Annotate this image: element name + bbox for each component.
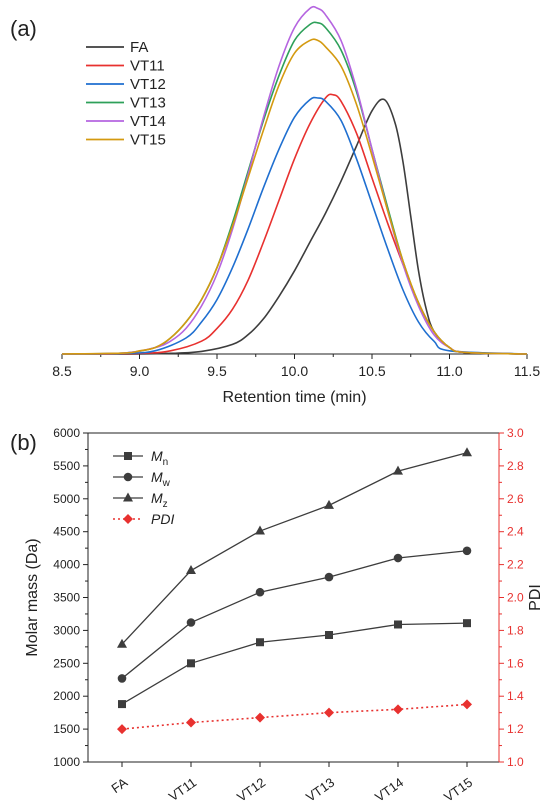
legend-label-vt13: VT13 [130, 95, 166, 112]
series-line-vt15 [61, 38, 528, 355]
legend-label-fa: FA [130, 39, 148, 56]
data-point-m-w [186, 618, 196, 627]
x-tick-label: 11.5 [514, 363, 540, 379]
y-axis-title: Molar mass (Da) [24, 538, 41, 656]
y2-axis-title: PDI [527, 584, 544, 611]
x-tick-label: VT13 [303, 775, 337, 803]
y-tick-label: 4000 [53, 558, 80, 572]
panel-label-b: (b) [10, 430, 37, 455]
molar-mass-chart: 1000 1500 2000 2500 3000 3500 4000 4500 5000 5500… [24, 426, 544, 803]
y2-tick-label: 1.6 [507, 656, 524, 670]
x-tick-label: VT15 [441, 775, 475, 803]
x-tick-label: 8.5 [52, 363, 72, 379]
y2-tick-label: 2.2 [507, 558, 524, 572]
legend-marker-m-n [124, 452, 132, 460]
y-tick-label: 5000 [53, 492, 80, 506]
x-tick-label: 10.5 [358, 363, 385, 379]
data-point-m-n [187, 659, 195, 668]
data-point-m-w [393, 553, 403, 563]
legend-marker-pdi [123, 514, 133, 524]
legend-label-vt14: VT14 [130, 113, 166, 130]
data-point-pdi [117, 724, 127, 735]
x-tick-label: VT11 [166, 775, 199, 803]
data-point-m-z [324, 499, 334, 509]
data-point-m-w [324, 572, 334, 582]
legend-label-main: PDI [151, 511, 174, 527]
data-point-m-n [118, 700, 126, 709]
data-point-pdi [462, 699, 472, 710]
x-axis-title: Retention time (min) [222, 389, 366, 406]
y2-tick-label: 2.0 [507, 591, 524, 605]
data-point-pdi [186, 717, 196, 728]
data-point-m-z [117, 638, 127, 648]
y2-tick-label: 1.8 [507, 623, 524, 637]
y-tick-label: 2000 [53, 689, 80, 703]
y-tick-label: 1000 [53, 755, 80, 769]
y2-tick-label: 1.0 [507, 755, 524, 769]
x-tick-label: 9.5 [207, 363, 227, 379]
series-line-m-w [121, 550, 468, 679]
y2-tick-label: 3.0 [507, 426, 524, 440]
legend-label-subscript: w [162, 478, 171, 489]
legend-label-m-w: Mw [151, 469, 171, 489]
data-point-m-z [255, 525, 265, 535]
series-line-pdi [121, 703, 468, 730]
chromatogram-chart: 8.5 9.0 9.5 10.0 10.5 11.0 11.5 Retention time … [52, 5, 540, 406]
data-point-m-n [256, 638, 264, 647]
y-tick-label: 5500 [53, 459, 80, 473]
legend-label-main: M [151, 469, 163, 485]
legend-label-vt11: VT11 [130, 58, 165, 75]
x-tick-label: FA [109, 774, 131, 796]
x-tick-label: VT12 [234, 775, 268, 803]
legend-label-vt15: VT15 [130, 132, 166, 149]
series-line-m-z [121, 452, 468, 645]
series-line-m-n [121, 622, 468, 705]
series-line-fa [61, 98, 528, 355]
y-tick-label: 6000 [53, 426, 80, 440]
y2-tick-label: 1.4 [507, 689, 524, 703]
legend-label-m-z: Mz [151, 490, 168, 510]
y-tick-label: 3000 [53, 623, 80, 637]
y-tick-label: 2500 [53, 656, 80, 670]
data-point-m-z [393, 465, 403, 475]
legend-label-main: M [151, 448, 163, 464]
series-line-vt12 [61, 96, 528, 355]
y2-tick-label: 2.6 [507, 492, 524, 506]
data-point-m-n [463, 619, 471, 628]
legend-label-subscript: n [163, 457, 169, 468]
legend-label-subscript: z [163, 499, 168, 510]
y-tick-label: 1500 [53, 722, 80, 736]
data-point-pdi [324, 707, 334, 718]
x-tick-label: 9.0 [130, 363, 150, 379]
y-tick-label: 4500 [53, 525, 80, 539]
legend-label-m-n: Mn [151, 448, 168, 468]
series-line-vt14 [61, 5, 528, 355]
data-point-pdi [393, 704, 403, 715]
data-point-m-n [394, 620, 402, 629]
data-point-m-w [462, 546, 472, 556]
y-tick-label: 3500 [53, 591, 80, 605]
legend-label-vt12: VT12 [130, 76, 166, 93]
y2-tick-label: 2.8 [507, 459, 524, 473]
x-tick-label: VT14 [372, 775, 406, 803]
data-point-m-w [117, 674, 127, 683]
legend-label-pdi: PDI [151, 511, 174, 527]
legend-marker-m-w [123, 472, 133, 482]
x-tick-label: 11.0 [436, 363, 462, 379]
y2-tick-label: 2.4 [507, 525, 524, 539]
data-point-m-w [255, 587, 265, 597]
y2-tick-label: 1.2 [507, 722, 524, 736]
data-point-m-z [186, 565, 196, 575]
data-point-pdi [255, 712, 265, 723]
legend-marker-m-z [123, 492, 133, 502]
data-point-m-n [325, 631, 333, 640]
legend-label-main: M [151, 490, 163, 506]
data-point-m-z [462, 447, 472, 457]
panel-label-a: (a) [10, 16, 37, 41]
x-tick-label: 10.0 [281, 363, 308, 379]
